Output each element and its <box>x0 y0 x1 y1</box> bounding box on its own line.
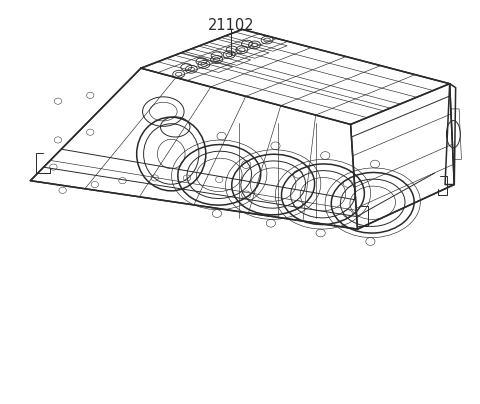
Polygon shape <box>30 29 454 229</box>
Text: 21102: 21102 <box>207 18 254 33</box>
